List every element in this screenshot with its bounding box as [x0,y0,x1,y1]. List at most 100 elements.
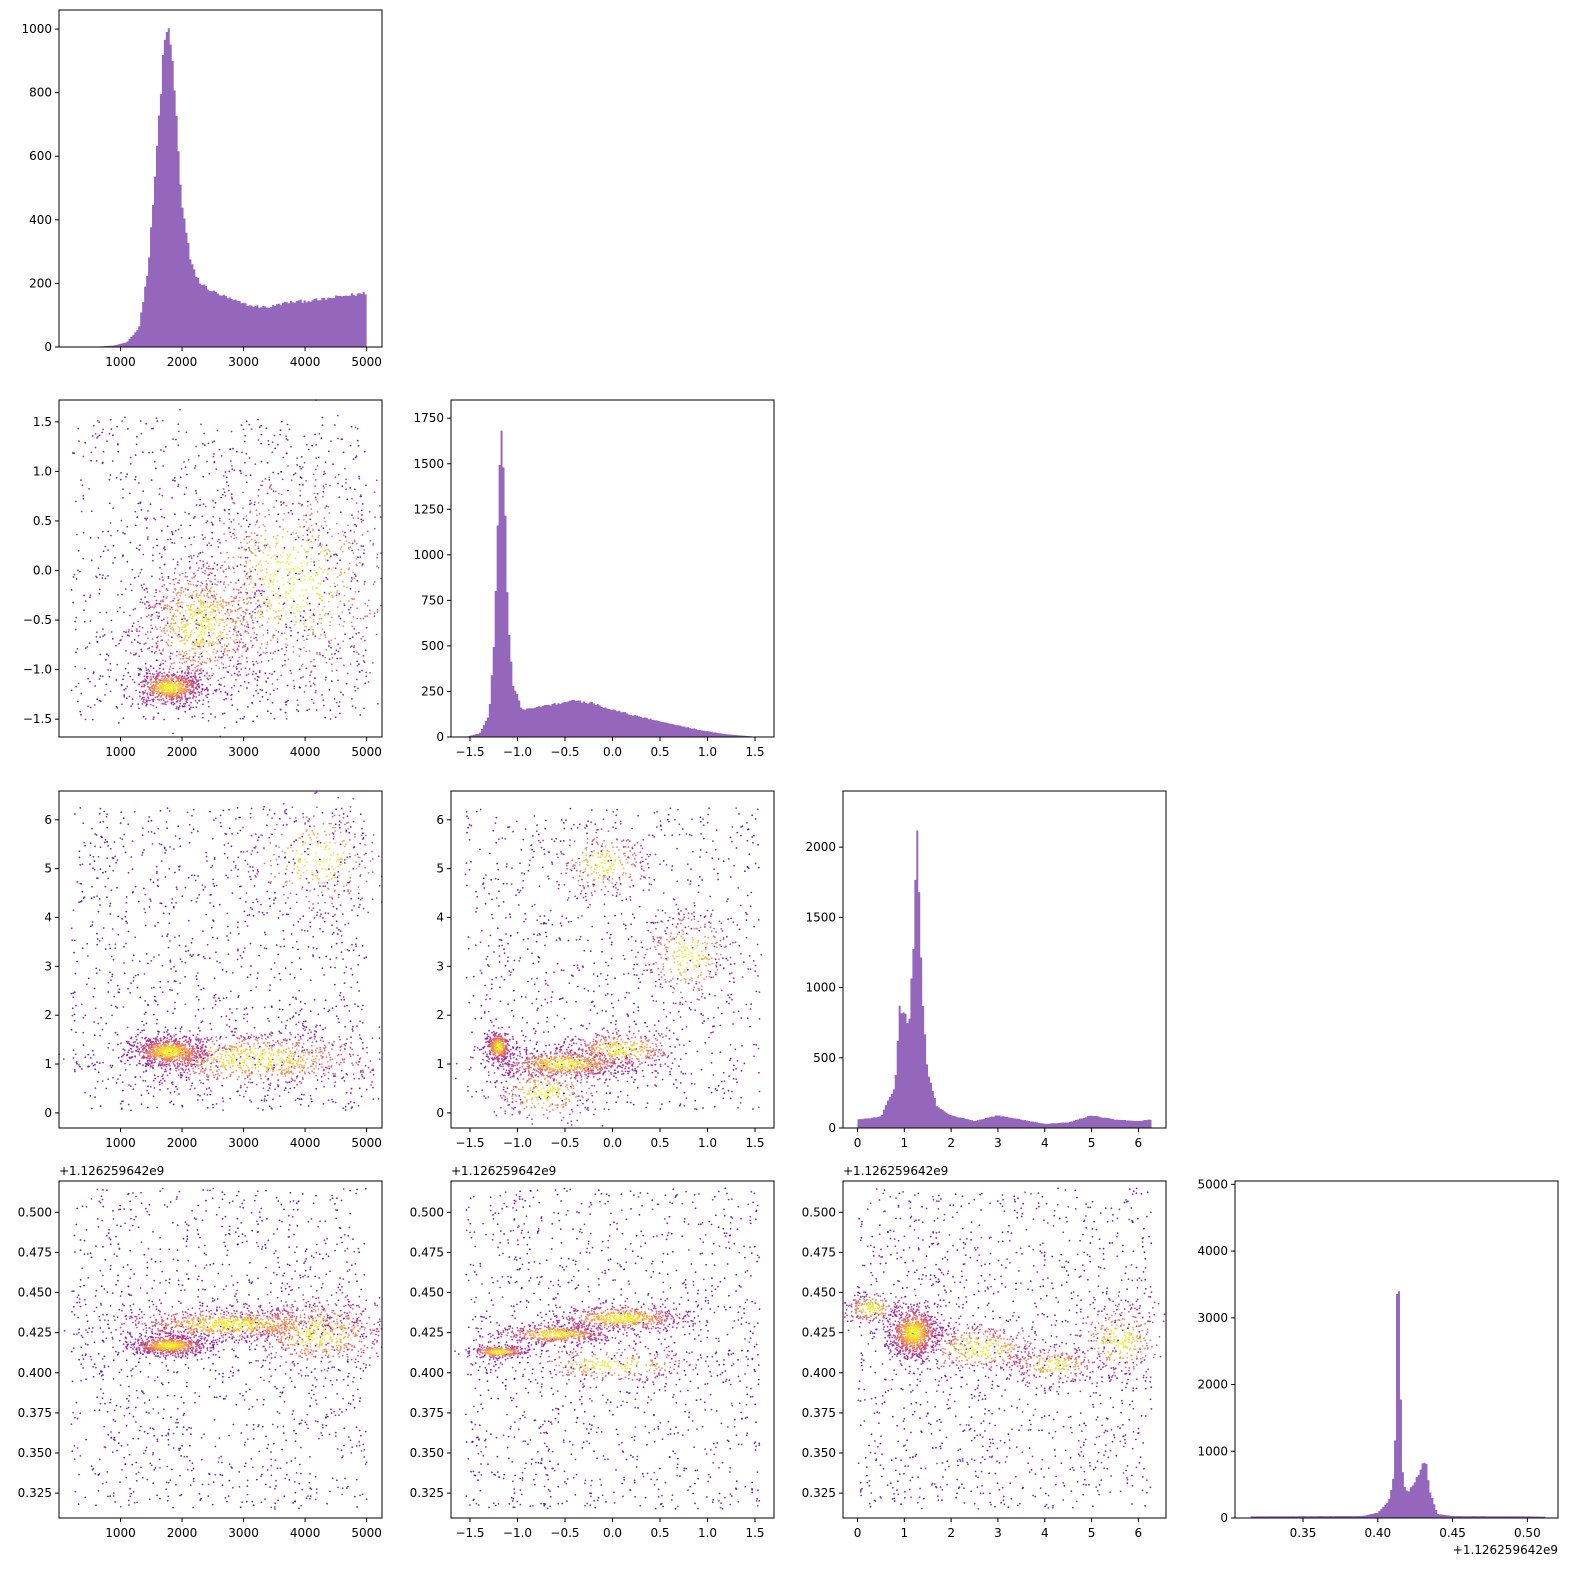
scatter-point [167,639,170,641]
scatter-point [243,680,246,683]
scatter-point [267,583,270,585]
scatter-point [226,608,229,611]
scatter-point [185,1076,188,1079]
scatter-point [273,902,275,905]
scatter-point [192,610,194,613]
scatter-point [328,1067,331,1070]
scatter-point [188,555,191,558]
scatter-point [351,909,353,911]
scatter-point [174,567,177,570]
scatter-point [296,901,298,904]
scatter-point [161,991,164,994]
scatter-point [257,563,260,565]
scatter-point [247,870,250,873]
scatter-point [161,964,164,967]
scatter-point [285,649,288,652]
scatter-point [202,712,204,715]
scatter-point [112,857,115,860]
scatter-point [197,953,200,956]
x-tick-label: 1000 [105,745,136,759]
scatter-point [245,591,248,594]
scatter-point [230,430,233,433]
scatter-point [323,517,326,519]
scatter-point [271,1108,273,1110]
scatter-point [179,594,182,597]
scatter-point [154,650,157,653]
scatter-point [219,517,221,520]
scatter-point [210,1028,213,1031]
scatter-point [250,502,253,505]
scatter-point [361,534,364,536]
scatter-point [285,568,288,571]
scatter-point [335,594,338,597]
scatter-point [215,689,218,691]
scatter-point [269,693,272,696]
scatter-point [179,982,182,984]
scatter-point [296,699,299,702]
scatter-point [173,682,176,685]
scatter-point [260,610,263,613]
scatter-point [208,590,211,593]
scatter-point [284,1087,287,1090]
scatter-point [230,521,233,523]
scatter-point [94,1087,97,1089]
scatter-point [309,979,312,982]
scatter-point [171,675,174,677]
scatter-point [245,593,248,596]
scatter-point [197,673,200,676]
scatter-point [365,626,368,629]
scatter-point [224,667,227,669]
scatter-point [182,614,185,617]
scatter-point [144,596,147,598]
scatter-point [276,555,279,558]
scatter-point [192,517,195,520]
scatter-point [195,1036,198,1038]
scatter-point [121,918,123,920]
scatter-point [97,435,99,438]
scatter-point [218,604,221,606]
scatter-point [237,948,239,951]
scatter-point [230,460,232,462]
scatter-point [196,996,198,998]
scatter-point [199,631,202,634]
scatter-point [177,625,180,628]
scatter-point [194,652,197,654]
scatter-point [251,850,254,852]
scatter-point [131,1051,134,1053]
scatter-point [306,564,308,566]
scatter-point [121,703,123,706]
scatter-point [201,588,204,590]
scatter-point [212,643,215,646]
scatter-point [141,690,144,693]
scatter-point [201,1044,204,1047]
scatter-point [258,954,260,957]
scatter-point [321,628,324,630]
scatter-point [147,510,149,512]
scatter-point [160,675,163,678]
scatter-point [147,831,150,833]
scatter-point [337,679,339,682]
scatter-point [179,1071,182,1074]
scatter-point [232,588,235,591]
scatter-point [175,902,178,904]
scatter-point [323,554,326,557]
scatter-point [337,880,339,883]
scatter-point [208,1087,211,1089]
scatter-point [316,806,318,808]
scatter-point [142,553,145,556]
scatter-point [358,1087,361,1090]
scatter-point [339,617,342,620]
scatter-point [135,1035,137,1038]
scatter-point [84,844,86,847]
scatter-point [314,468,317,471]
scatter-point [184,636,187,638]
scatter-point [219,631,222,633]
scatter-point [202,699,205,701]
scatter-point [297,518,300,521]
scatter-point [262,502,264,505]
scatter-point [213,453,215,455]
scatter-point [378,884,381,887]
scatter-point [236,641,239,644]
scatter-point [321,416,324,419]
scatter-point [245,1007,248,1009]
